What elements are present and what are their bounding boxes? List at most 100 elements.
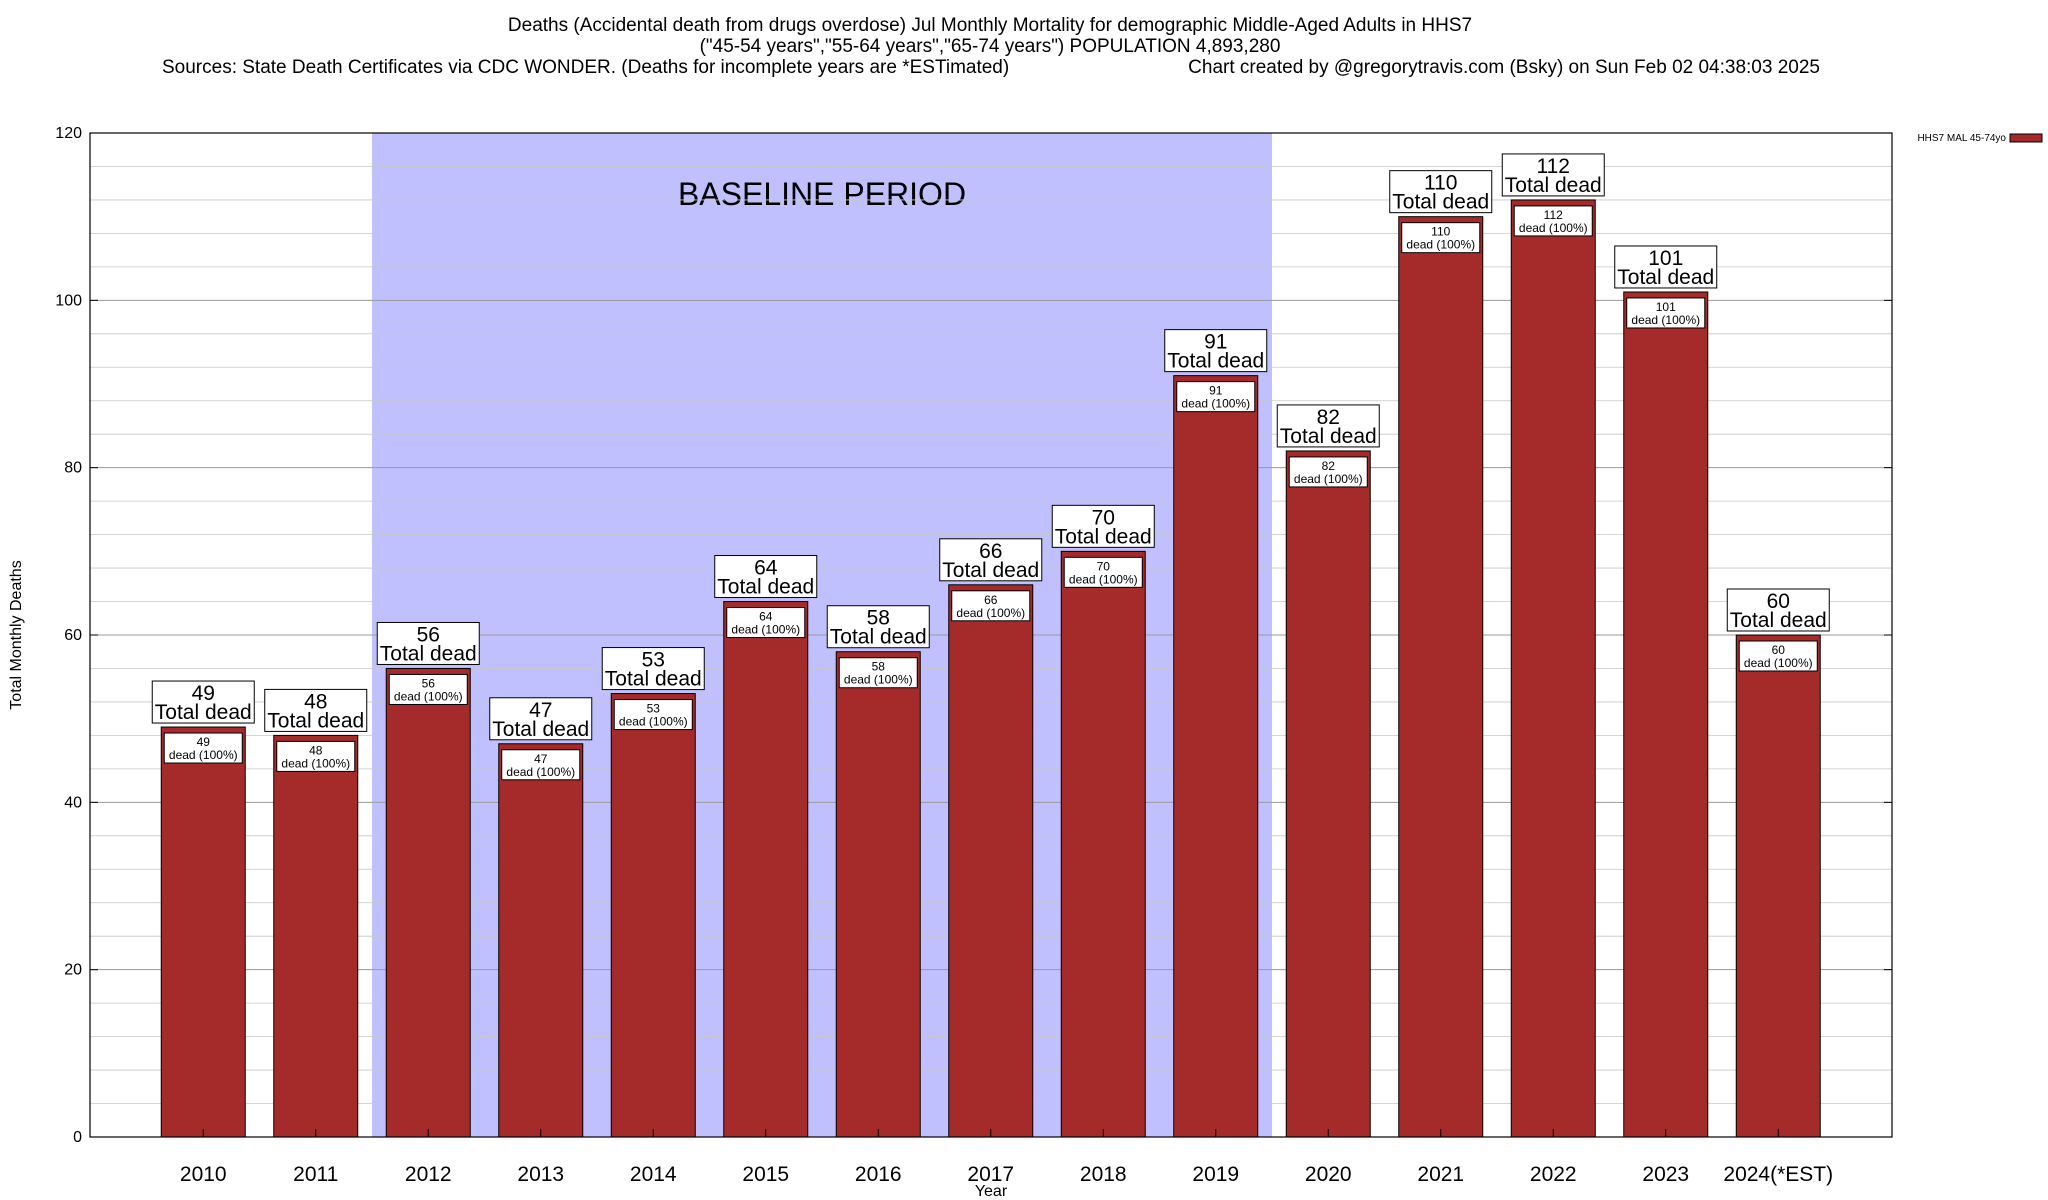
inner-label-box — [1738, 640, 1818, 672]
top-label-value: 56 — [417, 623, 440, 646]
bar-2014 — [610, 693, 696, 1138]
inner-label-value: 66 — [984, 593, 998, 607]
top-label-text: Total dead — [1055, 525, 1152, 548]
inner-label-text: dead (100%) — [956, 606, 1025, 620]
top-label-value: 91 — [1204, 331, 1227, 354]
inner-label-text: dead (100%) — [1519, 221, 1588, 235]
x-tick-label: 2018 — [1080, 1163, 1127, 1186]
x-axis-ticks: 2010 2011 2012 2013 2014 2015 2016 2017 2018 2019… — [180, 1129, 1833, 1186]
inner-label-text: dead (100%) — [844, 673, 913, 687]
inner-label-value: 53 — [647, 702, 661, 716]
inner-label-text: dead (100%) — [731, 623, 800, 637]
y-tick-label: 60 — [64, 627, 82, 644]
legend: HHS7 MAL 45-74yo — [1917, 133, 2043, 144]
x-tick-label: 2014 — [630, 1163, 677, 1186]
x-axis-title: Year — [975, 1183, 1008, 1200]
legend-entry-label: HHS7 MAL 45-74yo — [1917, 133, 2006, 144]
inner-label-text: dead (100%) — [1744, 656, 1813, 670]
inner-label-box — [501, 749, 581, 781]
inner-label-box — [1401, 222, 1481, 254]
top-label-text: Total dead — [605, 668, 702, 691]
y-tick-label: 40 — [64, 794, 82, 811]
top-label-box — [1276, 404, 1380, 448]
y-tick-label: 20 — [64, 962, 82, 979]
top-label-value: 60 — [1767, 590, 1790, 613]
inner-label-box — [1513, 205, 1593, 237]
top-label-box — [489, 697, 593, 741]
title-line-2: ("45-54 years","55-64 years","65-74 year… — [700, 36, 1281, 57]
bar-2011 — [273, 734, 359, 1138]
y-tick-label: 80 — [64, 460, 82, 477]
inner-label-value: 64 — [759, 610, 773, 624]
top-label-text: Total dead — [155, 701, 252, 724]
top-label-box — [1164, 329, 1268, 373]
title-line-4: Chart created by @gregorytravis.com (Bsk… — [1188, 57, 1820, 78]
top-label-text: Total dead — [942, 559, 1039, 582]
inner-label-text: dead (100%) — [1294, 472, 1363, 486]
top-label-text: Total dead — [1167, 350, 1264, 373]
top-label-box — [714, 555, 818, 599]
inner-label-box — [838, 657, 918, 689]
x-tick-label: 2017 — [967, 1163, 1014, 1186]
x-tick-label: 2015 — [742, 1163, 789, 1186]
x-tick-label: 2016 — [855, 1163, 902, 1186]
x-tick-label: 2023 — [1642, 1163, 1689, 1186]
top-label-value: 82 — [1317, 406, 1340, 429]
top-label-text: Total dead — [492, 718, 589, 741]
inner-label-box — [726, 607, 806, 639]
inner-label-value: 49 — [197, 735, 211, 749]
x-tick-label: 2019 — [1192, 1163, 1239, 1186]
inner-label-value: 70 — [1097, 559, 1111, 573]
top-label-value: 64 — [754, 557, 778, 580]
bar-2022 — [1510, 199, 1596, 1138]
top-label-value: 53 — [642, 649, 665, 672]
inner-label-text: dead (100%) — [1631, 313, 1700, 327]
inner-label-box — [388, 673, 468, 705]
x-tick-label: 2010 — [180, 1163, 227, 1186]
inner-label-value: 48 — [309, 743, 323, 757]
inner-label-value: 82 — [1322, 459, 1336, 473]
top-label-text: Total dead — [830, 626, 927, 649]
inner-label-value: 60 — [1772, 643, 1786, 657]
bar-2013 — [498, 743, 584, 1138]
baseline-band-label: BASELINE PERIOD — [678, 176, 966, 212]
top-label-value: 48 — [304, 690, 327, 713]
x-tick-label: 2024(*EST) — [1723, 1163, 1833, 1186]
inner-label-box — [613, 699, 693, 731]
top-label-text: Total dead — [380, 642, 477, 665]
top-label-box — [601, 647, 705, 691]
y-tick-label: 0 — [73, 1129, 82, 1146]
bar-2023 — [1623, 291, 1709, 1138]
inner-label-value: 91 — [1209, 384, 1223, 398]
legend-swatch — [2009, 133, 2043, 143]
inner-label-text: dead (100%) — [1406, 238, 1475, 252]
title-line-1: Deaths (Accidental death from drugs over… — [508, 15, 1472, 36]
top-label-value: 66 — [979, 540, 1002, 563]
top-label-value: 110 — [1424, 172, 1457, 195]
top-label-box — [1501, 153, 1605, 197]
x-tick-label: 2011 — [293, 1163, 338, 1186]
inner-label-text: dead (100%) — [281, 756, 350, 770]
top-label-box — [1726, 588, 1830, 632]
bars-layer — [160, 199, 1821, 1138]
inner-label-text: dead (100%) — [1181, 397, 1250, 411]
inner-label-text: dead (100%) — [619, 715, 688, 729]
bar-2012 — [385, 667, 471, 1138]
